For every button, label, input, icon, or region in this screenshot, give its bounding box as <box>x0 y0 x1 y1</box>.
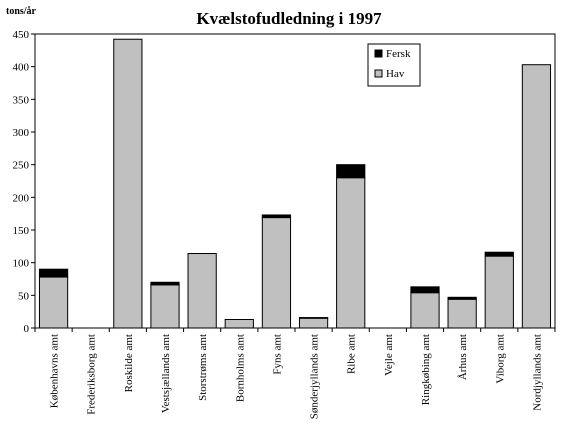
bar-segment-fersk <box>261 214 292 219</box>
x-category-label: Viborg amt <box>494 334 506 384</box>
y-tick-label: 350 <box>13 94 30 106</box>
x-category-label: Fyns amt <box>271 334 283 375</box>
x-category-label: Ringkøbing amt <box>420 334 432 405</box>
bar-segment-fersk <box>150 281 180 286</box>
x-category-label: Københavns amt <box>49 334 61 408</box>
y-tick-label: 200 <box>13 192 30 204</box>
bar-segment-fersk <box>447 296 477 300</box>
x-category-label: Ribe amt <box>346 334 358 374</box>
plot-area-frame <box>34 33 556 329</box>
y-tick-label: 250 <box>13 160 30 172</box>
bars <box>38 38 552 329</box>
bar-segment-hav <box>150 284 180 329</box>
bar-segment-hav <box>336 177 366 329</box>
bar-segment-hav <box>298 317 329 329</box>
bar-segment-hav <box>187 253 217 329</box>
bar-segment-hav <box>261 217 292 329</box>
bar-segment-hav <box>113 38 143 329</box>
x-category-label: Bornholms amt <box>234 334 246 402</box>
y-tick-label: 450 <box>13 29 30 41</box>
x-category-label: Århus amt <box>457 334 469 380</box>
y-tick-label: 400 <box>13 62 30 74</box>
y-axis-unit-label: tons/år <box>6 6 37 17</box>
x-category-label: Vejle amt <box>383 334 395 376</box>
bar-segment-hav <box>521 64 552 329</box>
x-category-label: Frederiksborg amt <box>86 334 98 415</box>
x-category-label: Nordjyllands amt <box>531 334 543 411</box>
y-tick-label: 100 <box>13 258 30 270</box>
bar-segment-hav <box>410 292 440 329</box>
y-tick-label: 150 <box>13 225 30 237</box>
bar-segment-fersk <box>484 251 514 257</box>
x-axis: Københavns amt Frederiksborg amt Roskilde … <box>34 328 556 419</box>
x-category-label: Roskilde amt <box>123 334 135 392</box>
bar-segment-hav <box>38 276 69 329</box>
y-axis: 0 50 100 150 200 250 300 350 400 450 <box>13 29 35 335</box>
bar-segment-fersk <box>38 268 69 278</box>
legend-swatch-fersk <box>374 49 383 58</box>
y-tick-label: 0 <box>24 323 30 335</box>
bar-segment-hav <box>224 319 254 329</box>
legend-swatch-hav <box>374 69 383 78</box>
bar-segment-fersk <box>336 164 366 179</box>
x-category-label: Sønderjyllands amt <box>309 334 321 419</box>
legend: Fersk Hav <box>367 43 421 87</box>
legend-label-fersk: Fersk <box>386 48 411 60</box>
y-tick-label: 300 <box>13 127 30 139</box>
bar-segment-fersk <box>410 286 440 294</box>
x-category-label: Vestsjællands amt <box>160 334 172 413</box>
bar-segment-hav <box>447 298 477 329</box>
x-category-label: Storstrøms amt <box>197 334 209 401</box>
y-tick-label: 50 <box>18 290 30 302</box>
legend-label-hav: Hav <box>386 68 405 80</box>
bar-segment-fersk <box>298 317 329 319</box>
bar-segment-hav <box>484 255 514 329</box>
chart-title: Kvælstofudledning i 1997 <box>196 9 382 28</box>
